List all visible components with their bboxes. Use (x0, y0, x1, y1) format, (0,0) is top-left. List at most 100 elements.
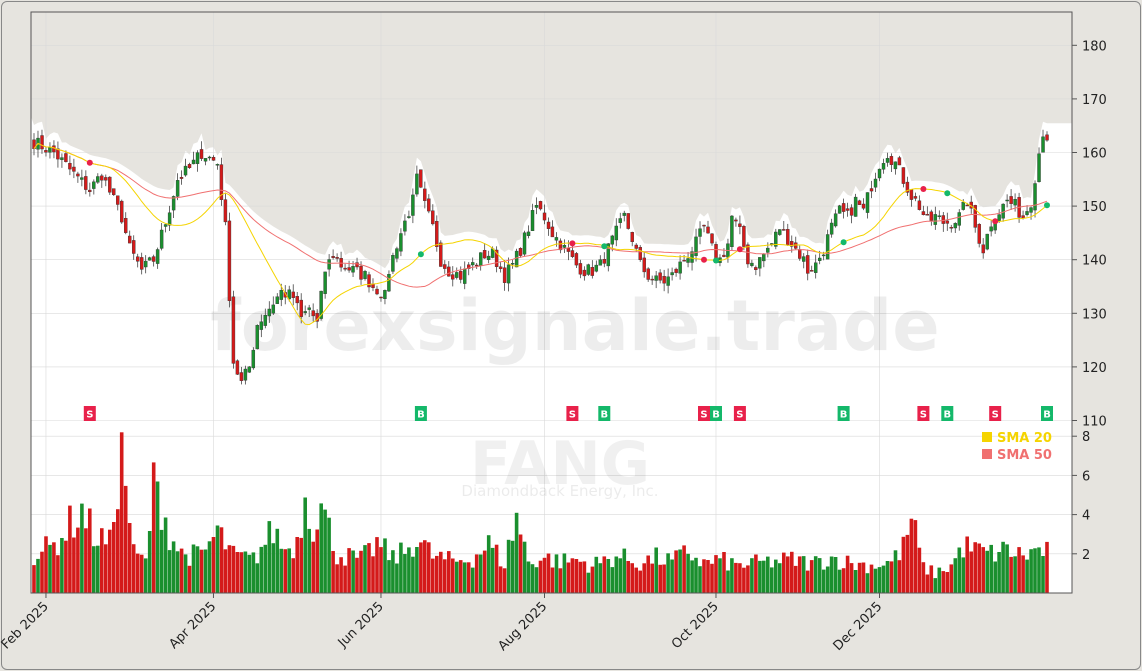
candle-body (885, 158, 890, 163)
volume-bar (786, 556, 790, 593)
candle-body (766, 247, 770, 253)
volume-bar (534, 567, 539, 593)
volume-bar (211, 537, 216, 593)
volume-bar (933, 578, 938, 593)
volume-bar (323, 509, 327, 593)
buy-signal-dot (944, 190, 951, 197)
candle-body (231, 296, 236, 364)
volume-bar (291, 558, 295, 593)
legend-swatch (982, 432, 992, 442)
volume-bar (949, 564, 954, 593)
volume-bar (782, 552, 786, 593)
volume-bar (718, 558, 722, 593)
volume-bar (746, 565, 750, 593)
volume-bar (698, 566, 702, 593)
candle-body (56, 148, 60, 160)
volume-bar (299, 537, 303, 593)
candle-body (335, 257, 339, 259)
candle-body (782, 229, 786, 231)
candle-body (203, 158, 208, 162)
signal-label: B (840, 410, 848, 421)
candle-body (271, 304, 276, 314)
candle-body (80, 177, 84, 180)
candle-body (917, 200, 922, 210)
volume-bar (853, 570, 858, 593)
candle-body (187, 163, 192, 168)
candle-body (933, 214, 938, 225)
candle-body (929, 211, 934, 221)
volume-bar (179, 548, 184, 593)
candle-body (698, 228, 702, 237)
candle-body (989, 226, 993, 232)
candle-body (522, 232, 527, 255)
candle-body (921, 211, 926, 215)
volume-bar (447, 551, 451, 593)
volume-bar (147, 531, 152, 593)
volume-bar (235, 552, 240, 593)
volume-bar (275, 528, 280, 593)
signal-label: B (417, 410, 425, 421)
candle-body (586, 264, 591, 275)
candle-body (1013, 198, 1017, 206)
candle-body (431, 210, 435, 225)
candle-body (100, 175, 104, 181)
candle-body (606, 243, 611, 267)
candle-body (48, 146, 52, 153)
candle-body (634, 244, 638, 249)
volume-bar (658, 564, 662, 593)
candle-body (574, 253, 579, 266)
signal-label: S (569, 410, 576, 421)
volume-bar (259, 546, 264, 593)
candle-body (247, 366, 252, 373)
x-tick-label: Oct 2025 (669, 599, 722, 652)
volume-bar (961, 557, 966, 593)
volume-bar (243, 551, 248, 593)
volume-bar (1009, 556, 1013, 593)
candle-body (359, 265, 363, 280)
candle-body (897, 157, 902, 166)
volume-bar (76, 527, 80, 593)
volume-bar (494, 544, 499, 593)
volume-bar (881, 565, 886, 593)
candle-body (750, 262, 754, 266)
volume-bar (331, 551, 335, 593)
candle-body (415, 173, 419, 195)
candle-body (618, 218, 622, 223)
volume-bar (554, 554, 559, 593)
candle-body (1037, 153, 1041, 182)
candle-body (658, 272, 662, 281)
candle-body (570, 250, 575, 257)
volume-bar (435, 555, 439, 593)
candle-body (135, 256, 140, 262)
candle-body (119, 200, 124, 223)
candle-body (566, 247, 571, 252)
candle-body (494, 249, 499, 267)
volume-bar (542, 557, 547, 593)
volume-bar (877, 567, 882, 593)
volume-bar (219, 527, 224, 593)
candle-body (403, 220, 407, 232)
candle-body (60, 157, 64, 160)
volume-bar (694, 557, 698, 593)
candle-body (88, 189, 92, 193)
candle-body (243, 368, 248, 381)
candle-body (798, 249, 802, 259)
volume-bar (650, 563, 654, 593)
volume-bar (953, 558, 958, 593)
candle-body (558, 240, 563, 251)
volume-bar (431, 558, 435, 593)
candle-body (662, 276, 666, 284)
watermark-symbol: FANG (470, 429, 650, 499)
volume-bar (845, 555, 850, 593)
signal-label: B (712, 410, 720, 421)
candle-body (383, 290, 387, 299)
y-tick-label: 130 (1082, 307, 1107, 322)
candle-body (802, 256, 806, 262)
volume-bar (630, 563, 634, 593)
candle-body (590, 267, 595, 276)
candle-body (143, 260, 148, 268)
volume-bar (1029, 549, 1033, 593)
volume-bar (64, 540, 68, 593)
volume-bar (801, 556, 806, 593)
